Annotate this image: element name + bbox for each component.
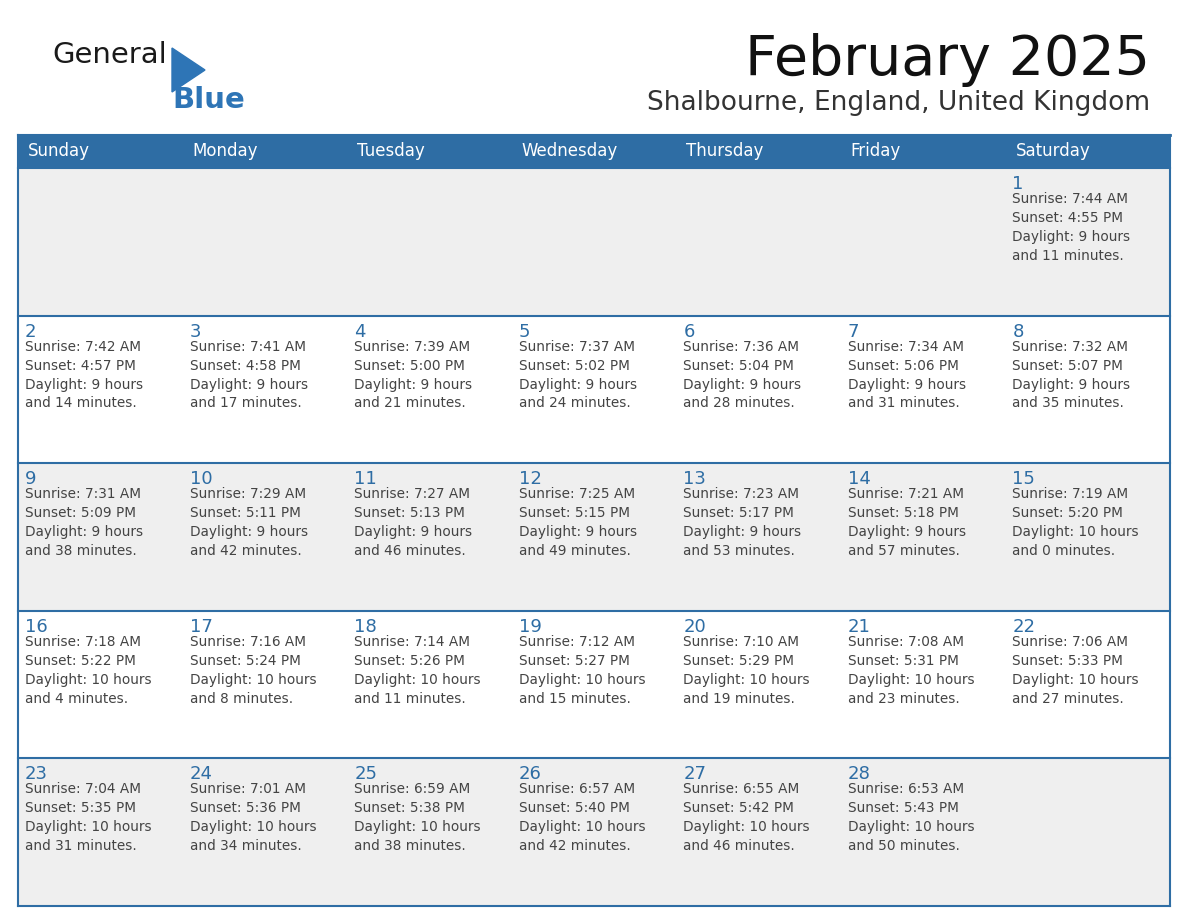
Bar	[18, 610, 1170, 758]
Text: Sunrise: 6:59 AM
Sunset: 5:38 PM
Daylight: 10 hours
and 38 minutes.: Sunrise: 6:59 AM Sunset: 5:38 PM Dayligh…	[354, 782, 481, 853]
Text: Sunrise: 7:29 AM
Sunset: 5:11 PM
Daylight: 9 hours
and 42 minutes.: Sunrise: 7:29 AM Sunset: 5:11 PM Dayligh…	[190, 487, 308, 558]
Text: 10: 10	[190, 470, 213, 488]
Text: Sunrise: 7:34 AM
Sunset: 5:06 PM
Daylight: 9 hours
and 31 minutes.: Sunrise: 7:34 AM Sunset: 5:06 PM Dayligh…	[848, 340, 966, 410]
Bar	[18, 464, 1170, 610]
Text: 14: 14	[848, 470, 871, 488]
Bar	[18, 168, 1170, 316]
Text: 2: 2	[25, 322, 37, 341]
Text: 15: 15	[1012, 470, 1035, 488]
Text: Sunday: Sunday	[29, 142, 90, 161]
Bar	[18, 758, 1170, 906]
Text: Tuesday: Tuesday	[358, 142, 425, 161]
Polygon shape	[172, 48, 206, 92]
Text: 5: 5	[519, 322, 530, 341]
Text: 28: 28	[848, 766, 871, 783]
Text: 17: 17	[190, 618, 213, 636]
Text: 12: 12	[519, 470, 542, 488]
Text: Sunrise: 7:25 AM
Sunset: 5:15 PM
Daylight: 9 hours
and 49 minutes.: Sunrise: 7:25 AM Sunset: 5:15 PM Dayligh…	[519, 487, 637, 558]
Text: Blue: Blue	[172, 86, 245, 114]
Text: Sunrise: 7:16 AM
Sunset: 5:24 PM
Daylight: 10 hours
and 8 minutes.: Sunrise: 7:16 AM Sunset: 5:24 PM Dayligh…	[190, 635, 316, 706]
Text: Sunrise: 7:39 AM
Sunset: 5:00 PM
Daylight: 9 hours
and 21 minutes.: Sunrise: 7:39 AM Sunset: 5:00 PM Dayligh…	[354, 340, 473, 410]
Text: Sunrise: 7:18 AM
Sunset: 5:22 PM
Daylight: 10 hours
and 4 minutes.: Sunrise: 7:18 AM Sunset: 5:22 PM Dayligh…	[25, 635, 152, 706]
Text: Sunrise: 7:44 AM
Sunset: 4:55 PM
Daylight: 9 hours
and 11 minutes.: Sunrise: 7:44 AM Sunset: 4:55 PM Dayligh…	[1012, 192, 1131, 263]
Text: 11: 11	[354, 470, 377, 488]
Text: Sunrise: 7:01 AM
Sunset: 5:36 PM
Daylight: 10 hours
and 34 minutes.: Sunrise: 7:01 AM Sunset: 5:36 PM Dayligh…	[190, 782, 316, 853]
Text: Sunrise: 7:42 AM
Sunset: 4:57 PM
Daylight: 9 hours
and 14 minutes.: Sunrise: 7:42 AM Sunset: 4:57 PM Dayligh…	[25, 340, 143, 410]
Text: 23: 23	[25, 766, 48, 783]
Text: Wednesday: Wednesday	[522, 142, 618, 161]
Text: 4: 4	[354, 322, 366, 341]
Text: Sunrise: 7:08 AM
Sunset: 5:31 PM
Daylight: 10 hours
and 23 minutes.: Sunrise: 7:08 AM Sunset: 5:31 PM Dayligh…	[848, 635, 974, 706]
Text: Sunrise: 6:57 AM
Sunset: 5:40 PM
Daylight: 10 hours
and 42 minutes.: Sunrise: 6:57 AM Sunset: 5:40 PM Dayligh…	[519, 782, 645, 853]
Text: 18: 18	[354, 618, 377, 636]
Text: 19: 19	[519, 618, 542, 636]
Bar	[18, 135, 1170, 168]
Text: Sunrise: 7:12 AM
Sunset: 5:27 PM
Daylight: 10 hours
and 15 minutes.: Sunrise: 7:12 AM Sunset: 5:27 PM Dayligh…	[519, 635, 645, 706]
Text: Sunrise: 7:19 AM
Sunset: 5:20 PM
Daylight: 10 hours
and 0 minutes.: Sunrise: 7:19 AM Sunset: 5:20 PM Dayligh…	[1012, 487, 1139, 558]
Text: Sunrise: 7:27 AM
Sunset: 5:13 PM
Daylight: 9 hours
and 46 minutes.: Sunrise: 7:27 AM Sunset: 5:13 PM Dayligh…	[354, 487, 473, 558]
Text: 13: 13	[683, 470, 706, 488]
Text: Shalbourne, England, United Kingdom: Shalbourne, England, United Kingdom	[647, 90, 1150, 116]
Text: 21: 21	[848, 618, 871, 636]
Text: 1: 1	[1012, 175, 1024, 193]
Text: 22: 22	[1012, 618, 1036, 636]
Text: Thursday: Thursday	[687, 142, 764, 161]
Text: 25: 25	[354, 766, 377, 783]
Text: Sunrise: 6:53 AM
Sunset: 5:43 PM
Daylight: 10 hours
and 50 minutes.: Sunrise: 6:53 AM Sunset: 5:43 PM Dayligh…	[848, 782, 974, 853]
Text: 6: 6	[683, 322, 695, 341]
Text: 27: 27	[683, 766, 707, 783]
Text: 8: 8	[1012, 322, 1024, 341]
Text: February 2025: February 2025	[745, 33, 1150, 87]
Text: 9: 9	[25, 470, 37, 488]
Text: Sunrise: 7:04 AM
Sunset: 5:35 PM
Daylight: 10 hours
and 31 minutes.: Sunrise: 7:04 AM Sunset: 5:35 PM Dayligh…	[25, 782, 152, 853]
Text: Sunrise: 7:21 AM
Sunset: 5:18 PM
Daylight: 9 hours
and 57 minutes.: Sunrise: 7:21 AM Sunset: 5:18 PM Dayligh…	[848, 487, 966, 558]
Text: 26: 26	[519, 766, 542, 783]
Text: Sunrise: 6:55 AM
Sunset: 5:42 PM
Daylight: 10 hours
and 46 minutes.: Sunrise: 6:55 AM Sunset: 5:42 PM Dayligh…	[683, 782, 810, 853]
Text: 24: 24	[190, 766, 213, 783]
Text: Sunrise: 7:06 AM
Sunset: 5:33 PM
Daylight: 10 hours
and 27 minutes.: Sunrise: 7:06 AM Sunset: 5:33 PM Dayligh…	[1012, 635, 1139, 706]
Text: Sunrise: 7:41 AM
Sunset: 4:58 PM
Daylight: 9 hours
and 17 minutes.: Sunrise: 7:41 AM Sunset: 4:58 PM Dayligh…	[190, 340, 308, 410]
Text: Monday: Monday	[192, 142, 258, 161]
Text: Sunrise: 7:10 AM
Sunset: 5:29 PM
Daylight: 10 hours
and 19 minutes.: Sunrise: 7:10 AM Sunset: 5:29 PM Dayligh…	[683, 635, 810, 706]
Text: Sunrise: 7:14 AM
Sunset: 5:26 PM
Daylight: 10 hours
and 11 minutes.: Sunrise: 7:14 AM Sunset: 5:26 PM Dayligh…	[354, 635, 481, 706]
Text: Saturday: Saturday	[1016, 142, 1091, 161]
Text: Sunrise: 7:31 AM
Sunset: 5:09 PM
Daylight: 9 hours
and 38 minutes.: Sunrise: 7:31 AM Sunset: 5:09 PM Dayligh…	[25, 487, 143, 558]
Text: 3: 3	[190, 322, 201, 341]
Text: Friday: Friday	[851, 142, 902, 161]
Bar	[18, 316, 1170, 464]
Text: Sunrise: 7:36 AM
Sunset: 5:04 PM
Daylight: 9 hours
and 28 minutes.: Sunrise: 7:36 AM Sunset: 5:04 PM Dayligh…	[683, 340, 802, 410]
Text: 7: 7	[848, 322, 859, 341]
Text: Sunrise: 7:32 AM
Sunset: 5:07 PM
Daylight: 9 hours
and 35 minutes.: Sunrise: 7:32 AM Sunset: 5:07 PM Dayligh…	[1012, 340, 1131, 410]
Text: 20: 20	[683, 618, 706, 636]
Text: 16: 16	[25, 618, 48, 636]
Text: General: General	[52, 41, 166, 69]
Text: Sunrise: 7:37 AM
Sunset: 5:02 PM
Daylight: 9 hours
and 24 minutes.: Sunrise: 7:37 AM Sunset: 5:02 PM Dayligh…	[519, 340, 637, 410]
Text: Sunrise: 7:23 AM
Sunset: 5:17 PM
Daylight: 9 hours
and 53 minutes.: Sunrise: 7:23 AM Sunset: 5:17 PM Dayligh…	[683, 487, 802, 558]
